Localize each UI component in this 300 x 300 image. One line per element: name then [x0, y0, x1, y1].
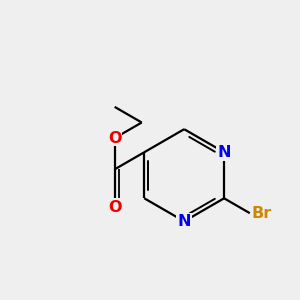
- Text: O: O: [108, 200, 122, 215]
- Text: Br: Br: [251, 206, 272, 221]
- Text: O: O: [108, 130, 122, 146]
- Text: N: N: [177, 214, 191, 229]
- Text: N: N: [217, 145, 231, 160]
